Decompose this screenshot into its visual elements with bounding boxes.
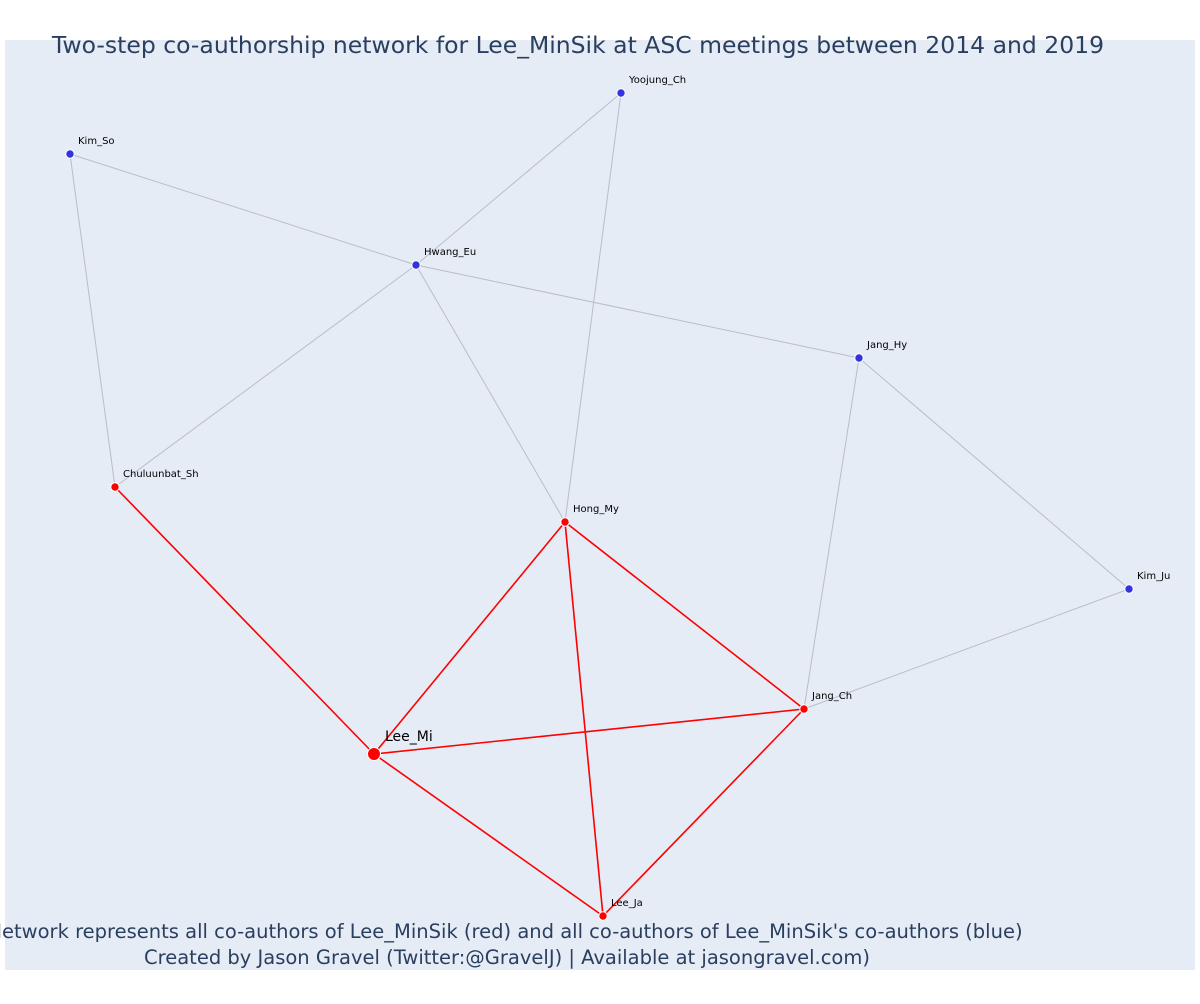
node-chuluunbat_sh[interactable] — [110, 482, 120, 492]
plot-background — [5, 40, 1195, 970]
node-label-chuluunbat_sh: Chuluunbat_Sh — [123, 469, 199, 480]
node-label-hwang_eu: Hwang_Eu — [424, 247, 476, 258]
node-label-lee_mi: Lee_Mi — [385, 729, 433, 745]
chart-title: Two-step co-authorship network for Lee_M… — [51, 31, 1104, 59]
node-lee_mi[interactable] — [367, 747, 381, 761]
edge-lee_mi-lee_ja — [373, 753, 604, 917]
edge-lee_mi-hong_my — [373, 521, 566, 755]
nodes-layer — [65, 88, 1134, 921]
edge-hwang_eu-hong_my — [415, 264, 566, 523]
node-jang_hy[interactable] — [854, 353, 864, 363]
edge-hwang_eu-chuluunbat_sh — [114, 264, 417, 488]
edge-kim_so-chuluunbat_sh — [69, 153, 116, 488]
node-yoojung_ch[interactable] — [616, 88, 626, 98]
node-label-kim_so: Kim_So — [78, 136, 115, 147]
edge-hong_my-lee_ja — [564, 521, 604, 917]
node-label-jang_hy: Jang_Hy — [866, 340, 907, 351]
edge-hwang_eu-jang_hy — [415, 264, 860, 359]
edge-hong_my-jang_ch — [564, 521, 805, 710]
node-hong_my[interactable] — [560, 517, 570, 527]
footer-note: Network represents all co-authors of Lee… — [0, 920, 1023, 943]
edge-lee_mi-jang_ch — [373, 708, 805, 755]
edge-kim_so-hwang_eu — [69, 153, 417, 266]
node-labels-layer: Lee_Mi Chuluunbat_Sh Hong_My Jang_Ch Lee_Ja K… — [78, 75, 1170, 909]
node-kim_so[interactable] — [65, 149, 75, 159]
node-label-jang_ch: Jang_Ch — [811, 691, 852, 702]
node-lee_ja[interactable] — [598, 911, 608, 921]
node-hwang_eu[interactable] — [411, 260, 421, 270]
edge-jang_hy-kim_ju — [858, 357, 1130, 590]
node-label-lee_ja: Lee_Ja — [611, 898, 643, 909]
node-label-hong_my: Hong_My — [573, 504, 619, 515]
node-label-kim_ju: Kim_Ju — [1137, 571, 1170, 582]
edge-lee_mi-chuluunbat_sh — [114, 486, 375, 755]
edge-yoojung_ch-hwang_eu — [415, 92, 622, 266]
edge-kim_ju-jang_ch — [803, 588, 1130, 710]
node-label-yoojung_ch: Yoojung_Ch — [628, 75, 686, 86]
edges-layer — [69, 92, 1130, 917]
node-kim_ju[interactable] — [1124, 584, 1134, 594]
edge-yoojung_ch-hong_my — [564, 92, 622, 523]
footer-credit: Created by Jason Gravel (Twitter:@Gravel… — [144, 946, 870, 969]
edge-jang_ch-lee_ja — [602, 708, 805, 917]
edge-jang_hy-jang_ch — [803, 357, 860, 710]
node-jang_ch[interactable] — [799, 704, 809, 714]
